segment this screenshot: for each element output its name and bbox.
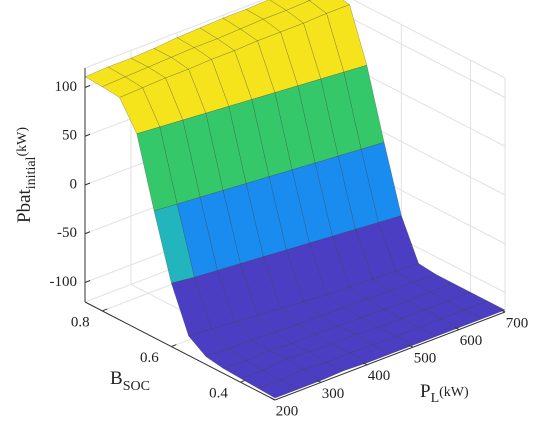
x-tick-label: 200 <box>276 403 299 419</box>
box-edge <box>352 0 506 79</box>
x-tick-label: 400 <box>368 368 391 384</box>
box-edge <box>84 0 265 69</box>
y-axis <box>84 301 276 401</box>
x-tick-label: 300 <box>322 386 345 402</box>
x-axis-label: PL(kW) <box>420 381 469 406</box>
x-tick-label: 700 <box>506 315 529 331</box>
z-label-main: Pbat <box>14 189 35 224</box>
z-tick-label: 100 <box>55 79 78 95</box>
y-label-main: B <box>110 368 123 389</box>
z-tick <box>84 280 91 283</box>
x-tick <box>270 397 276 401</box>
y-tick-label: 0.6 <box>140 350 159 366</box>
surface <box>84 0 506 399</box>
z-tick <box>84 85 91 88</box>
x-tick <box>408 344 414 348</box>
y-axis-label: BSOC <box>110 368 150 394</box>
x-tick <box>454 327 460 331</box>
x-tick-label: 600 <box>460 333 483 349</box>
y-tick <box>240 379 246 383</box>
z-tick-label: -50 <box>57 225 77 241</box>
x-label-main: P <box>420 381 431 402</box>
z-axis-label: Pbatinitial(kW) <box>14 127 39 223</box>
x-tick <box>362 362 368 366</box>
z-tick-label: 50 <box>62 128 77 144</box>
y-tick <box>171 344 177 348</box>
x-tick-label: 500 <box>414 351 437 367</box>
z-tick <box>84 133 91 137</box>
x-axis <box>274 311 506 401</box>
z-tick-label: -100 <box>50 274 78 290</box>
z-label-sub: initial <box>24 156 39 189</box>
y-tick <box>102 308 108 312</box>
x-label-sub: L <box>431 391 440 406</box>
z-tick <box>84 231 91 235</box>
y-tick-label: 0.4 <box>209 386 228 402</box>
surface-patch <box>257 380 299 399</box>
y-label-sub: SOC <box>123 379 150 394</box>
z-tick-label: 0 <box>70 176 78 192</box>
y-tick-label: 0.8 <box>71 314 90 330</box>
z-label-unit: (kW) <box>15 127 30 157</box>
x-tick <box>316 379 322 383</box>
axes: -100 -50 0 50 100 200 300 400 500 600 700 0.4 0.6 0.8 <box>50 68 529 419</box>
x-label-unit: (kW) <box>439 385 469 400</box>
z-tick <box>84 182 91 186</box>
x-tick <box>500 309 506 313</box>
